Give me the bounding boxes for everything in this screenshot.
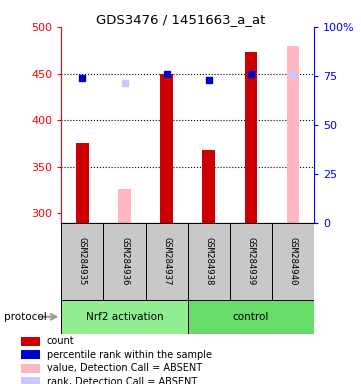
Text: GSM284939: GSM284939 [247, 237, 255, 285]
Bar [145, 223, 188, 300]
Bar [76, 144, 89, 223]
Text: rank, Detection Call = ABSENT: rank, Detection Call = ABSENT [47, 376, 197, 384]
Bar [230, 223, 272, 300]
Text: GSM284935: GSM284935 [78, 237, 87, 285]
Bar [21, 364, 40, 372]
Text: control: control [233, 312, 269, 322]
Text: Nrf2 activation: Nrf2 activation [86, 312, 164, 322]
Text: GSM284937: GSM284937 [162, 237, 171, 285]
Bar [245, 52, 257, 223]
Bar [287, 46, 299, 223]
Bar [21, 336, 40, 346]
Bar [188, 300, 314, 334]
Bar [118, 189, 131, 223]
Bar [21, 350, 40, 359]
Bar [272, 223, 314, 300]
Text: GDS3476 / 1451663_a_at: GDS3476 / 1451663_a_at [96, 13, 265, 26]
Text: count: count [47, 336, 74, 346]
Text: value, Detection Call = ABSENT: value, Detection Call = ABSENT [47, 363, 202, 373]
Bar [188, 223, 230, 300]
Text: protocol: protocol [4, 312, 46, 322]
Bar [160, 73, 173, 223]
Bar [203, 150, 215, 223]
Text: percentile rank within the sample: percentile rank within the sample [47, 349, 212, 359]
Text: GSM284936: GSM284936 [120, 237, 129, 285]
Text: GSM284938: GSM284938 [204, 237, 213, 285]
Bar [61, 223, 104, 300]
Bar [21, 377, 40, 384]
Bar [61, 300, 188, 334]
Bar [104, 223, 145, 300]
Text: GSM284940: GSM284940 [288, 237, 297, 285]
